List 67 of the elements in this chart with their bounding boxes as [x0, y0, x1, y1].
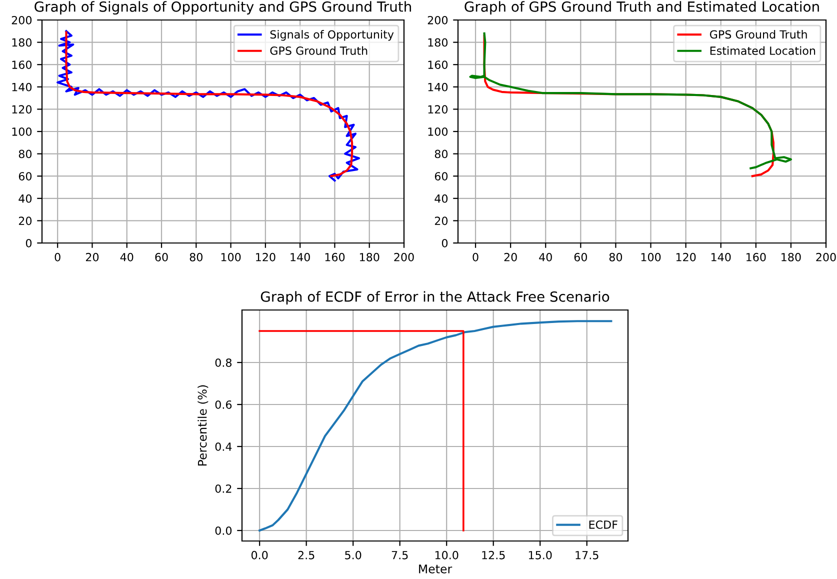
y-tick-label: 100 [12, 127, 32, 136]
x-tick-label: 200 [816, 252, 836, 262]
chart-title: Graph of Signals of Opportunity and GPS Ground Truth [34, 1, 411, 15]
y-axis-title: Percentile (%) [198, 385, 208, 466]
y-tick-label: 0.2 [215, 484, 232, 493]
x-tick-label: 120 [676, 252, 696, 262]
y-tick-label: 160 [428, 60, 448, 69]
legend-label: Signals of Opportunity [270, 30, 394, 41]
y-tick-label: 100 [428, 127, 448, 136]
x-tick-label: 140 [711, 252, 731, 262]
x-tick-label: 0 [472, 252, 478, 262]
y-tick-label: 80 [18, 150, 32, 158]
y-tick-label: 0.4 [215, 442, 232, 451]
x-tick-label: 7.5 [392, 551, 408, 560]
chart-title: Graph of GPS Ground Truth and Estimated Location [464, 1, 819, 15]
x-tick-label: 80 [609, 252, 622, 262]
y-tick-label: 140 [12, 82, 32, 92]
x-tick-label: 200 [394, 252, 414, 262]
y-tick-label: 20 [18, 216, 32, 226]
y-tick-label: 140 [428, 82, 448, 92]
x-tick-label: 100 [221, 252, 241, 262]
x-tick-label: 20 [86, 252, 99, 262]
y-tick-label: 180 [12, 38, 32, 47]
x-tick-label: 100 [641, 252, 661, 262]
x-tick-label: 160 [746, 252, 766, 262]
x-tick-label: 140 [290, 252, 310, 262]
chart-title: Graph of ECDF of Error in the Attack Free Scenario [260, 291, 610, 305]
y-tick-label: 120 [12, 105, 32, 114]
y-tick-label: 40 [18, 194, 32, 203]
y-tick-label: 0 [26, 238, 32, 248]
x-tick-label: 5.0 [345, 550, 362, 560]
legend-label: ECDF [589, 520, 618, 529]
y-tick-label: 0 [442, 238, 448, 248]
x-tick-label: 15.0 [528, 550, 552, 560]
x-tick-label: 40 [120, 252, 134, 262]
legend-label: GPS Ground Truth [270, 46, 368, 55]
y-tick-label: 200 [12, 16, 32, 24]
legend-label: GPS Ground Truth [710, 30, 807, 39]
y-tick-label: 200 [428, 16, 448, 24]
x-tick-label: 160 [325, 252, 345, 262]
y-tick-label: 40 [434, 194, 448, 203]
x-tick-label: 40 [539, 252, 552, 262]
y-tick-label: 180 [428, 38, 448, 47]
y-tick-label: 0.0 [215, 526, 232, 535]
x-tick-label: 0 [54, 252, 60, 262]
x-tick-label: 17.5 [576, 551, 598, 560]
y-tick-label: 20 [434, 216, 448, 226]
x-tick-label: 60 [574, 252, 587, 262]
x-axis-title: Meter [419, 564, 452, 574]
x-tick-label: 12.5 [482, 550, 505, 560]
x-tick-label: 2.5 [298, 550, 314, 560]
y-tick-label: 0.8 [215, 358, 232, 367]
x-tick-label: 80 [190, 252, 202, 262]
y-tick-label: 60 [18, 172, 32, 180]
y-tick-label: 0.6 [215, 400, 232, 409]
x-tick-label: 20 [504, 252, 517, 262]
y-tick-label: 120 [428, 105, 448, 114]
y-tick-label: 80 [434, 150, 448, 158]
y-tick-label: 60 [434, 172, 448, 180]
x-tick-label: 120 [256, 252, 276, 262]
x-tick-label: 180 [782, 252, 801, 262]
x-tick-label: 10.0 [435, 550, 458, 560]
y-tick-label: 160 [12, 60, 32, 69]
x-tick-label: 180 [360, 252, 380, 262]
x-tick-label: 0.0 [251, 550, 268, 560]
legend-label: Estimated Location [710, 46, 816, 55]
x-tick-label: 60 [155, 252, 168, 262]
